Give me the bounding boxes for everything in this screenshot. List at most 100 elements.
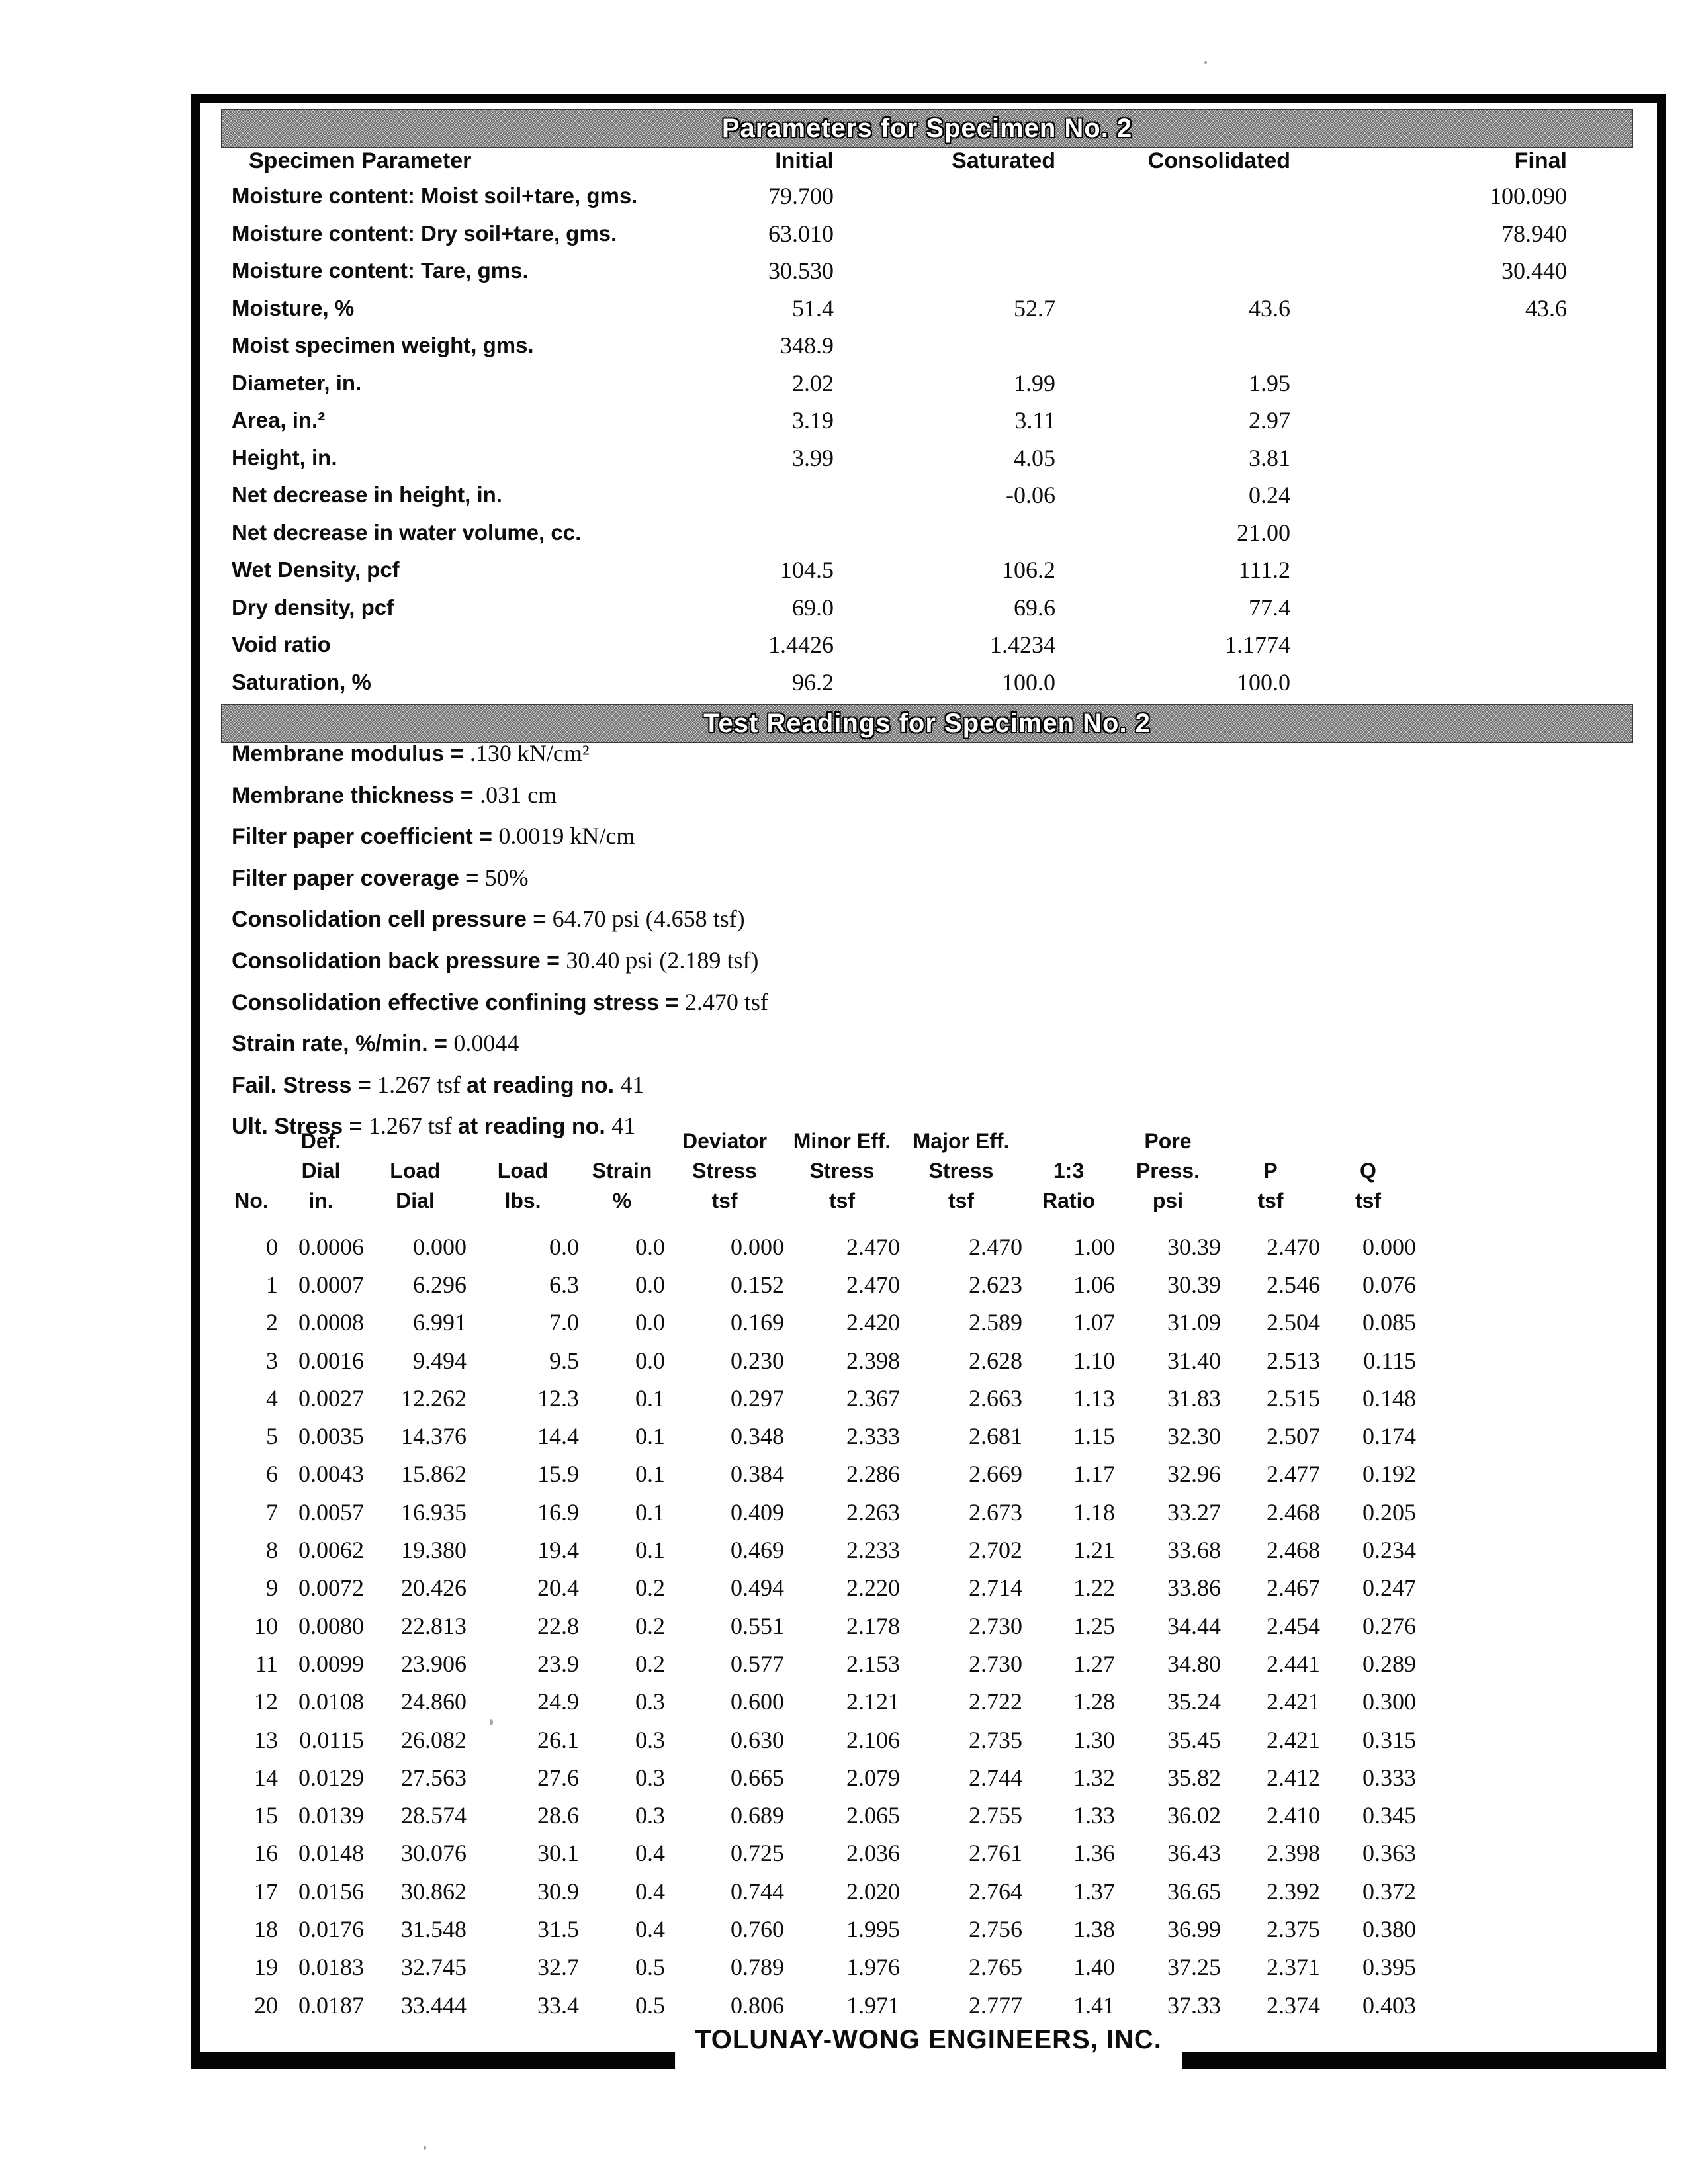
parameter-value-consolidated: 1.95 [1249,369,1290,396]
reading-value: 1.18 [1073,1498,1115,1525]
reading-value: 2.513 [1267,1347,1320,1374]
reading-value: 1.38 [1073,1915,1115,1942]
condition-label: Fail. Stress = [232,1072,378,1098]
parameter-value-saturated: 1.99 [1014,369,1055,396]
reading-value: 36.65 [1167,1878,1221,1905]
reading-value: 37.25 [1167,1954,1221,1981]
test-condition-line: Consolidation cell pressure = 64.70 psi … [232,901,1621,942]
reading-value: 0.630 [731,1726,784,1753]
reading-value: 2.398 [1267,1840,1320,1867]
reading-value: 32.7 [537,1954,579,1981]
parameter-value-final [1290,514,1567,552]
test-condition-line: Fail. Stress = 1.267 tsf at reading no. … [232,1067,1621,1109]
test-condition-line: Membrane thickness = .031 cm [232,777,1621,819]
parameter-value-final [1290,327,1567,365]
reading-value: 2.220 [846,1574,900,1602]
reading-value: 31.548 [401,1915,467,1942]
reading-value: 0.4 [635,1915,665,1942]
reading-no: 13 [254,1726,278,1753]
readings-column-header: tsf [1257,1189,1284,1212]
condition-label: Membrane thickness = [232,782,480,808]
readings-row: 7 0.0057 16.935 16.9 0.1 0.409 2.263 2.673 1.18 3… [225,1493,1416,1531]
parameter-value-saturated: 52.7 [1014,295,1055,322]
reading-value: 36.43 [1167,1840,1221,1867]
reading-value: 0.348 [731,1423,784,1450]
reading-value: 16.935 [401,1498,467,1525]
parameters-section-title: Parameters for Specimen No. 2 [721,113,1133,143]
scan-speckle [1204,61,1207,64]
reading-value: 1.27 [1073,1650,1115,1677]
reading-value: 0.1 [635,1537,665,1564]
reading-value: 2.623 [969,1271,1022,1298]
reading-value: 0.152 [731,1271,784,1298]
reading-value: 31.5 [537,1915,579,1942]
reading-no: 14 [254,1764,278,1791]
condition-label: Ult. Stress = [232,1114,369,1140]
readings-row: 10 0.0080 22.813 22.8 0.2 0.551 2.178 2.730 1.25… [225,1607,1416,1645]
reading-value: 1.41 [1073,1991,1115,2019]
parameter-value-consolidated: 3.81 [1249,444,1290,471]
reading-value: 0.0 [635,1271,665,1298]
condition-label: Consolidation cell pressure = [232,907,553,933]
reading-value: 14.376 [401,1423,467,1450]
readings-column-header [467,1126,579,1156]
reading-value: 0.665 [731,1764,784,1791]
condition-value: 30.40 psi (2.189 tsf) [566,946,759,974]
scan-speckle [490,1719,493,1725]
reading-value: 0.0 [635,1233,665,1260]
reading-value: 0.0156 [298,1878,364,1905]
reading-value: 1.32 [1073,1764,1115,1791]
reading-value: 30.39 [1167,1271,1221,1298]
parameter-value-consolidated [1055,215,1290,253]
reading-value: 0.409 [731,1498,784,1525]
reading-value: 0.0 [549,1233,579,1260]
reading-value: 22.8 [537,1612,579,1639]
reading-value: 1.13 [1073,1385,1115,1412]
reading-value: 9.5 [549,1347,579,1374]
readings-header-line: No. in. Dial lbs.% tsf tsf tsf Ratio psi tsf tsf [225,1186,1416,1216]
parameter-label: Moisture content: Dry soil+tare, gms. [232,220,617,246]
readings-column-header: Load [497,1159,549,1183]
parameter-value-saturated [834,215,1055,253]
reading-value: 35.24 [1167,1688,1221,1715]
reading-value: 2.470 [846,1233,900,1260]
reading-value: 2.410 [1267,1802,1320,1829]
reading-value: 2.761 [969,1840,1022,1867]
parameter-value-consolidated [1055,252,1290,290]
test-condition-line: Strain rate, %/min. = 0.0044 [232,1025,1621,1067]
reading-value: 2.735 [969,1726,1022,1753]
parameters-header-row: Specimen Parameter Initial Saturated Con… [232,144,1567,177]
reading-value: 2.730 [969,1612,1022,1639]
parameter-value-initial [708,514,834,552]
reading-value: 1.33 [1073,1802,1115,1829]
reading-value: 0.372 [1362,1878,1416,1905]
reading-value: 15.9 [537,1461,579,1488]
column-header-initial: Initial [775,148,834,173]
reading-value: 0.076 [1362,1271,1416,1298]
reading-value: 0.174 [1362,1423,1416,1450]
parameter-label: Area, in.² [232,408,326,433]
reading-no: 16 [254,1840,278,1867]
readings-row: 13 0.0115 26.082 26.1 0.3 0.630 2.106 2.735 1.30… [225,1721,1416,1758]
test-condition-line: Consolidation effective confining stress… [232,984,1621,1026]
reading-value: 0.0108 [298,1688,364,1715]
reading-value: 0.469 [731,1537,784,1564]
parameter-value-final [1290,365,1567,402]
condition-value: 50% [484,864,529,891]
reading-value: 33.4 [537,1991,579,2019]
column-header-consolidated: Consolidated [1147,148,1290,173]
reading-value: 0.115 [1363,1347,1416,1374]
reading-value: 0.000 [1362,1233,1416,1260]
reading-value: 2.333 [846,1423,900,1450]
reading-value: 0.384 [731,1461,784,1488]
test-conditions: Membrane modulus = .130 kN/cm² Membrane t… [232,735,1621,1150]
parameter-value-final: 30.440 [1501,257,1567,285]
readings-column-header [579,1126,665,1156]
reading-value: 2.765 [969,1954,1022,1981]
reading-value: 33.444 [401,1991,467,2019]
parameter-value-final [1290,626,1567,664]
reading-value: 1.30 [1073,1726,1115,1753]
reading-value: 2.065 [846,1802,900,1829]
specimen-parameters-table: Specimen Parameter Initial Saturated Con… [232,144,1567,701]
reading-value: 24.9 [537,1688,579,1715]
